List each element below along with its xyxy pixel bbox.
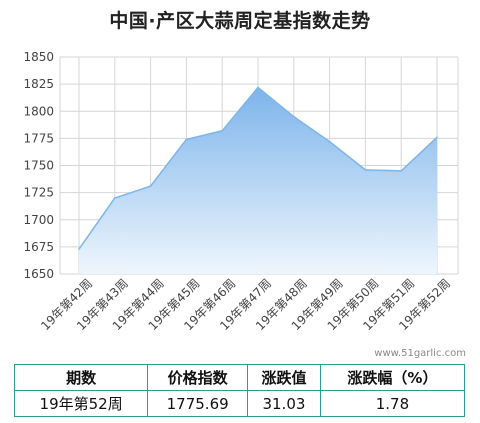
area-fill — [79, 87, 437, 274]
header-price-index: 价格指数 — [147, 364, 249, 391]
header-period: 期数 — [13, 364, 149, 391]
y-axis: 1650 1675 1700 1725 1750 1775 1800 1825 1850 — [23, 50, 54, 281]
summary-table: 期数 价格指数 涨跌值 涨跌幅（%） 19年第52周 1775.69 31.03… — [13, 364, 466, 417]
y-tick-label: 1850 — [23, 50, 54, 64]
y-tick-label: 1650 — [23, 267, 54, 281]
data-point — [364, 169, 367, 171]
data-point — [293, 115, 295, 118]
data-point — [221, 129, 223, 132]
y-tick-label: 1725 — [23, 186, 54, 200]
y-tick-label: 1800 — [23, 104, 54, 118]
table-row: 19年第52周 1775.69 31.03 1.78 — [13, 390, 466, 417]
y-tick-label: 1675 — [23, 240, 54, 254]
cell-period: 19年第52周 — [13, 390, 149, 417]
area-chart: 1650 1675 1700 1725 1750 1775 1800 1825 1850 19年… — [23, 50, 459, 333]
y-tick-label: 1750 — [23, 159, 54, 173]
data-point — [436, 136, 438, 139]
watermark: www.51garlic.com — [374, 348, 466, 359]
y-tick-label: 1700 — [23, 213, 54, 227]
header-change-value: 涨跌值 — [247, 364, 321, 391]
data-point — [400, 170, 403, 172]
cell-change-value: 31.03 — [247, 390, 321, 417]
y-tick-label: 1775 — [23, 131, 54, 145]
data-point — [257, 86, 259, 89]
chart-title: 中国·产区大蒜周定基指数走势 — [109, 10, 371, 32]
cell-price-index: 1775.69 — [147, 390, 249, 417]
x-axis: 19年第42周19年第43周19年第44周19年第45周19年第46周19年第4… — [38, 276, 453, 333]
data-point — [114, 197, 116, 199]
data-point — [149, 185, 152, 187]
cell-change-pct: 1.78 — [319, 390, 466, 417]
header-change-pct: 涨跌幅（%） — [319, 364, 466, 391]
y-tick-label: 1825 — [23, 77, 54, 91]
data-point — [78, 248, 80, 250]
area-series — [78, 86, 438, 274]
data-point — [185, 138, 188, 141]
data-point — [328, 140, 331, 143]
